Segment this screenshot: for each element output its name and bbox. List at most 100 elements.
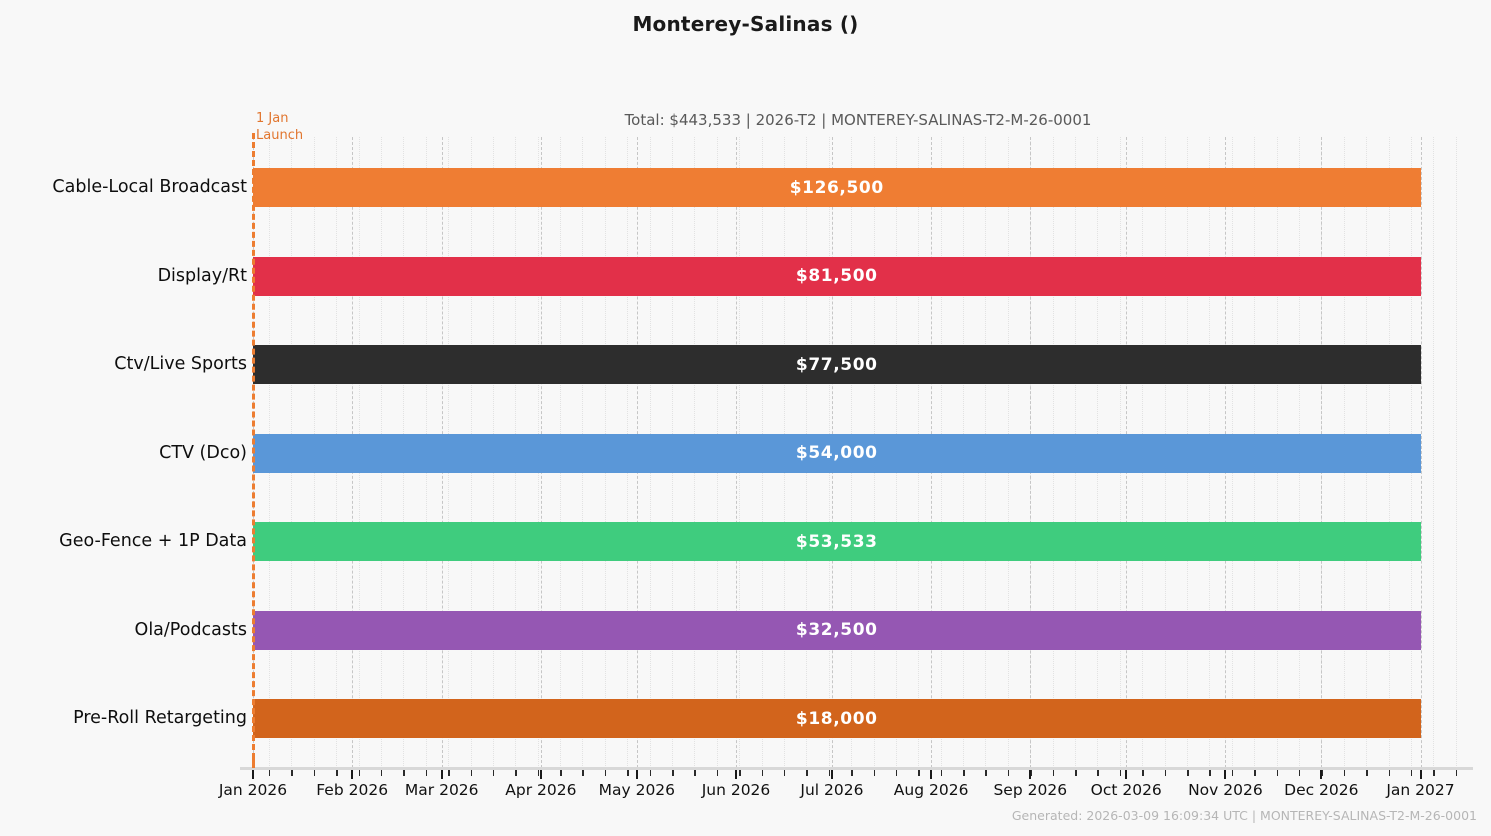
month-tick [351, 770, 354, 779]
minor-tick [403, 770, 405, 776]
chart-subtitle: Total: $443,533 | 2026-T2 | MONTEREY-SAL… [624, 111, 1092, 129]
minor-tick [1433, 770, 1435, 776]
bar-value-label: $32,500 [795, 620, 878, 640]
minor-tick [1298, 770, 1301, 776]
minor-tick [1209, 770, 1211, 776]
minor-tick [1254, 770, 1256, 776]
minor-tick [358, 770, 361, 776]
minor-tick [873, 770, 876, 776]
minor-tick [604, 770, 607, 776]
month-tick [635, 770, 638, 779]
minor-tick [1187, 770, 1189, 776]
x-axis-label: Aug 2026 [893, 781, 969, 799]
bar-value-label: $81,500 [795, 266, 878, 286]
minor-tick [582, 770, 584, 776]
month-tick [930, 770, 933, 779]
x-axis-label: Dec 2026 [1284, 781, 1359, 799]
minor-tick [313, 770, 316, 776]
minor-tick [694, 770, 696, 776]
bar-value-label: $53,533 [795, 531, 878, 552]
minor-tick [1455, 770, 1458, 776]
minor-tick [1142, 770, 1144, 776]
minor-tick [492, 770, 495, 776]
minor-tick [1343, 770, 1346, 776]
minor-tick [1052, 770, 1055, 776]
minor-tick [1388, 770, 1390, 776]
minor-gridline [1433, 137, 1435, 768]
minor-tick [963, 770, 965, 776]
bar-value-label: $18,000 [795, 708, 878, 729]
minor-tick [940, 770, 943, 776]
minor-tick [291, 770, 293, 776]
minor-tick [1007, 770, 1010, 776]
minor-tick [380, 770, 383, 776]
minor-tick [761, 770, 764, 776]
flight-bar[interactable]: $81,500 [253, 256, 1421, 296]
page-title: Monterey-Salinas () [632, 12, 859, 36]
month-gridline [1420, 137, 1422, 768]
minor-tick [783, 770, 786, 776]
month-tick [1320, 770, 1323, 779]
flight-bar[interactable]: $54,000 [253, 433, 1421, 473]
minor-tick [1276, 770, 1279, 776]
month-tick [539, 770, 542, 779]
flight-bar[interactable]: $126,500 [253, 168, 1421, 207]
launch-date-line [252, 133, 255, 768]
month-tick [1224, 770, 1227, 779]
month-tick [440, 770, 443, 779]
minor-tick [806, 770, 808, 776]
minor-tick [448, 770, 450, 776]
x-axis-label: Nov 2026 [1188, 781, 1263, 799]
minor-tick [851, 770, 853, 776]
bar-value-label: $54,000 [795, 443, 878, 463]
x-axis-line [240, 767, 1473, 770]
x-axis-label: Apr 2026 [505, 781, 577, 799]
minor-tick [425, 770, 428, 776]
x-axis-label: Jul 2026 [800, 781, 864, 799]
minor-tick [716, 770, 719, 776]
minor-tick [470, 770, 472, 776]
minor-tick [627, 770, 629, 776]
x-axis-label: Sep 2026 [993, 781, 1068, 799]
flight-bar[interactable]: $77,500 [253, 345, 1421, 384]
minor-tick [1231, 770, 1234, 776]
category-label: Cable-Local Broadcast [52, 177, 247, 197]
minor-tick [1075, 770, 1077, 776]
minor-tick [895, 770, 898, 776]
minor-tick [1410, 770, 1413, 776]
x-axis-label: Jun 2026 [701, 781, 771, 799]
month-tick [830, 770, 833, 779]
minor-tick [985, 770, 987, 776]
minor-tick [672, 770, 674, 776]
month-tick [1029, 770, 1032, 779]
minor-tick [537, 770, 540, 776]
category-label: Display/Rt [157, 265, 247, 286]
bar-value-label: $126,500 [789, 177, 884, 198]
bar-value-label: $77,500 [795, 354, 878, 375]
minor-tick [739, 770, 741, 776]
category-label: CTV (Dco) [159, 442, 247, 463]
month-tick [252, 770, 254, 779]
flight-bar[interactable]: $18,000 [253, 699, 1421, 738]
month-tick [734, 770, 737, 779]
minor-tick [649, 770, 652, 776]
flight-bar[interactable]: $53,533 [253, 522, 1421, 561]
x-axis-label: Jan 2026 [218, 781, 288, 799]
month-tick [1419, 770, 1422, 779]
launch-annotation: 1 Jan Launch [256, 111, 304, 143]
minor-tick [1097, 770, 1099, 776]
x-axis-label: May 2026 [598, 781, 676, 799]
x-axis-label: Mar 2026 [404, 781, 479, 799]
flight-bar[interactable]: $32,500 [253, 610, 1421, 650]
x-axis-label: Jan 2027 [1386, 781, 1455, 799]
minor-tick [515, 770, 517, 776]
minor-tick [1366, 770, 1368, 776]
minor-tick [1164, 770, 1167, 776]
x-axis-label: Oct 2026 [1090, 781, 1162, 799]
category-label: Ola/Podcasts [134, 619, 247, 640]
minor-tick [560, 770, 562, 776]
minor-tick [1119, 770, 1122, 776]
category-label: Ctv/Live Sports [114, 354, 247, 374]
category-label: Pre-Roll Retargeting [73, 708, 247, 728]
